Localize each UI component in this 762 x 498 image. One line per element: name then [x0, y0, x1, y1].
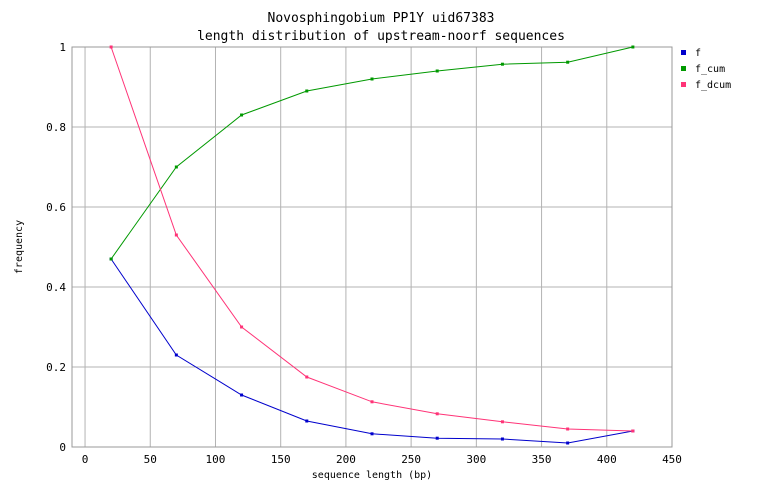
data-point [500, 62, 504, 66]
x-tick-label: 150 [271, 453, 291, 466]
legend-label: f [695, 48, 701, 59]
data-point [631, 45, 635, 49]
legend-marker [681, 82, 686, 87]
y-tick-label: 0.6 [46, 201, 66, 214]
x-tick-label: 200 [336, 453, 356, 466]
x-tick-label: 250 [401, 453, 421, 466]
data-point [500, 420, 504, 424]
data-point [240, 325, 244, 329]
x-tick-label: 300 [466, 453, 486, 466]
data-point [240, 393, 244, 397]
data-point [435, 69, 439, 73]
legend-marker [681, 66, 686, 71]
data-point [109, 257, 113, 261]
x-tick-label: 350 [532, 453, 552, 466]
x-axis-label: sequence length (bp) [312, 470, 432, 481]
x-axis-ticks: 0 50 100 150 200 250 300 350 400 450 [82, 453, 682, 466]
y-tick-label: 0.4 [46, 281, 66, 294]
data-point [435, 436, 439, 440]
series [109, 45, 635, 445]
data-point [631, 429, 635, 433]
x-tick-label: 100 [206, 453, 226, 466]
y-tick-label: 1 [59, 41, 66, 54]
y-axis-label: frequency [14, 220, 25, 274]
plot-frame [71, 46, 673, 448]
data-point [240, 113, 244, 117]
y-axis-ticks: 0 0.2 0.4 0.6 0.8 1 [46, 41, 66, 454]
data-point [174, 165, 178, 169]
series-f [109, 257, 635, 445]
data-point [305, 419, 309, 423]
grid [72, 46, 673, 448]
legend: f f_cum f_dcum [681, 48, 731, 91]
data-point [500, 437, 504, 441]
data-point [566, 427, 570, 431]
data-point [305, 375, 309, 379]
x-tick-label: 50 [144, 453, 157, 466]
legend-label: f_cum [695, 64, 725, 75]
x-tick-label: 450 [662, 453, 682, 466]
data-point [370, 400, 374, 404]
data-point [109, 45, 113, 49]
y-tick-label: 0.2 [46, 361, 66, 374]
legend-marker [681, 50, 686, 55]
data-point [435, 412, 439, 416]
chart-subtitle: length distribution of upstream-noorf se… [197, 29, 565, 44]
series-line [110, 46, 633, 432]
chart-title: Novosphingobium PP1Y uid67383 [268, 11, 495, 26]
data-point [566, 60, 570, 64]
legend-label: f_dcum [695, 80, 731, 91]
data-point [370, 432, 374, 436]
y-tick-label: 0.8 [46, 121, 66, 134]
data-point [174, 233, 178, 237]
data-point [174, 353, 178, 357]
y-tick-label: 0 [59, 441, 66, 454]
data-point [305, 89, 309, 93]
x-tick-label: 0 [82, 453, 89, 466]
data-point [370, 77, 374, 81]
series-f-dcum [109, 45, 635, 433]
series-f-cum [109, 45, 635, 261]
data-point [566, 441, 570, 445]
x-tick-label: 400 [597, 453, 617, 466]
